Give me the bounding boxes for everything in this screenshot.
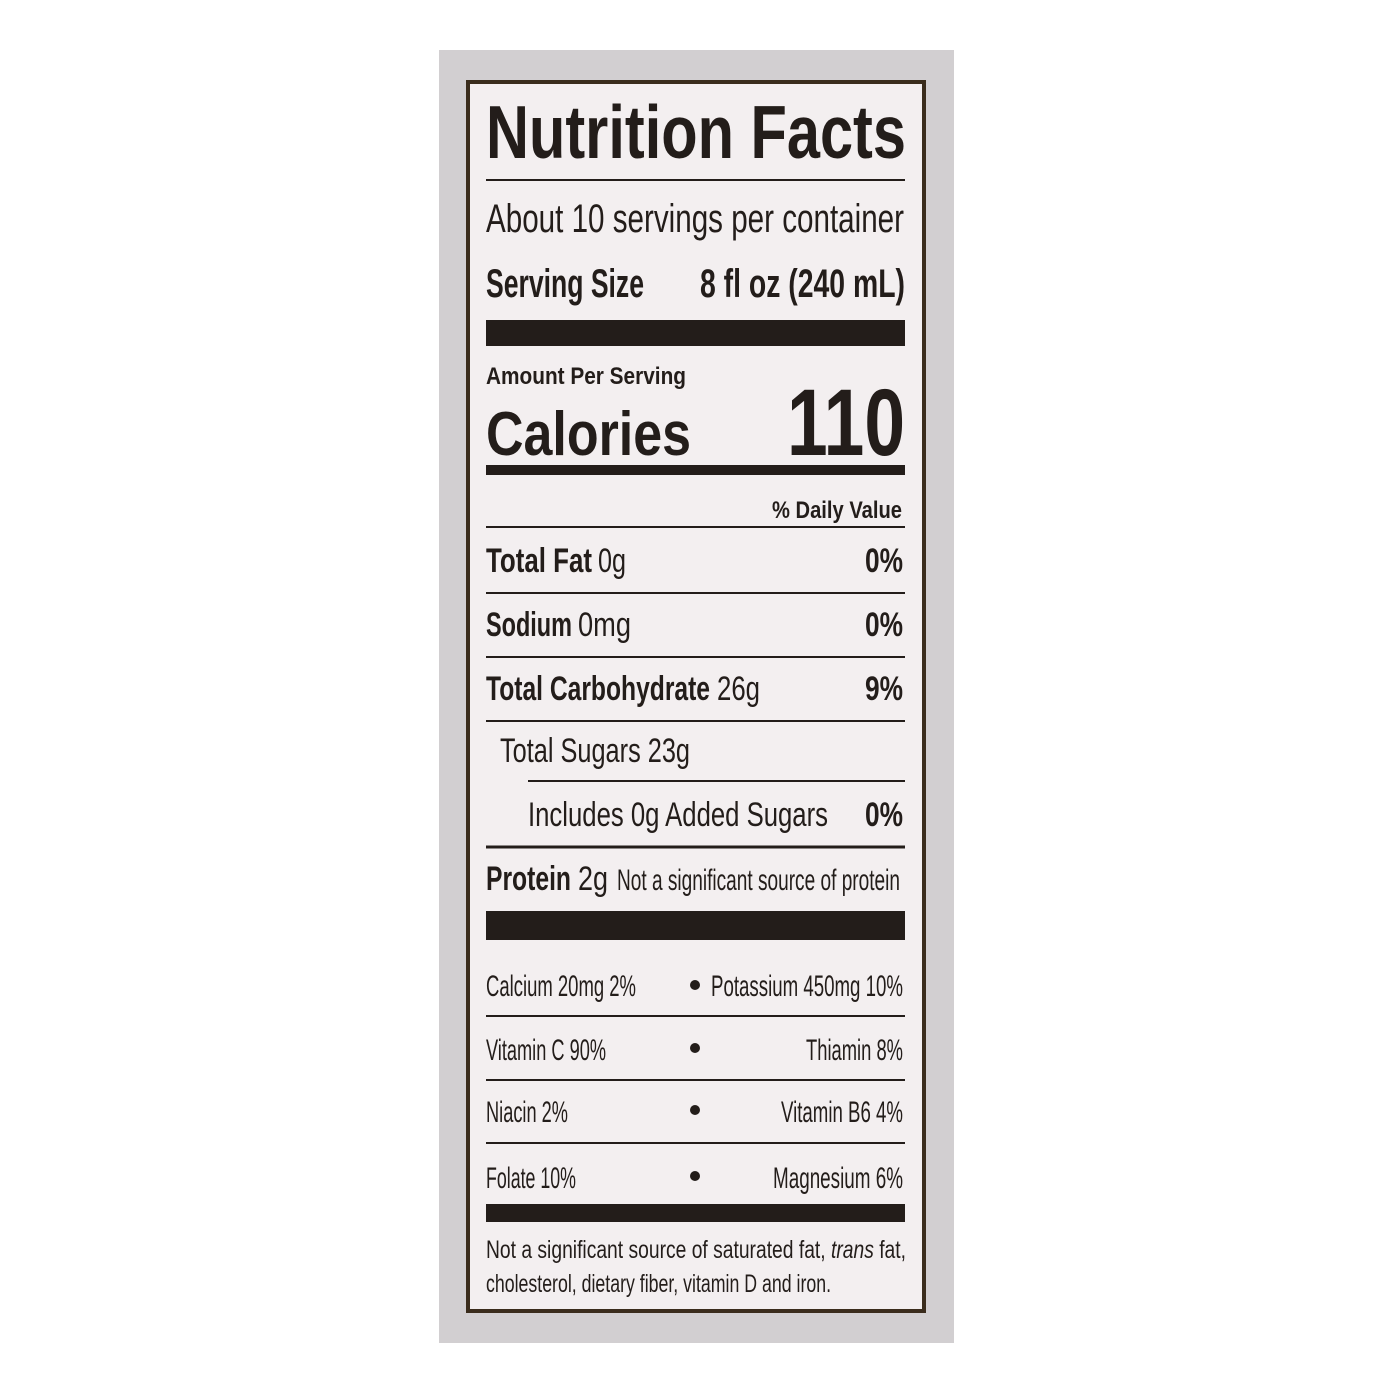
nutrient-name: Total Fat <box>486 542 592 580</box>
footnote-line: cholesterol, dietary fiber, vitamin D an… <box>486 1270 831 1298</box>
bullet <box>690 1171 700 1181</box>
micronutrient: Thiamin 8% <box>806 1034 903 1067</box>
bar <box>486 1204 905 1222</box>
nutrient-amount: 0g <box>598 542 626 580</box>
protein-name: Protein <box>486 860 571 898</box>
bar <box>486 465 905 475</box>
footnote-line: Not a significant source of saturated fa… <box>486 1236 906 1264</box>
micronutrient: Vitamin C 90% <box>486 1034 606 1067</box>
nutrient-name: Sodium <box>486 606 572 644</box>
nutrient-amount: 0mg <box>578 606 631 644</box>
total-sugars: Total Sugars 23g <box>500 732 690 770</box>
micronutrient: Folate 10% <box>486 1162 576 1195</box>
calories-label: Calories <box>486 400 691 469</box>
added-sugars: Includes 0g Added Sugars <box>528 796 828 834</box>
micronutrient: Vitamin B6 4% <box>781 1096 903 1129</box>
bullet <box>690 980 700 990</box>
protein-amount: 2g <box>578 860 608 898</box>
micronutrient: Niacin 2% <box>486 1096 568 1129</box>
nutrient-dv: 9% <box>865 670 903 708</box>
protein-note: Not a significant source of protein <box>617 864 900 897</box>
servings: About 10 servings per container <box>486 197 904 241</box>
nutrient-dv: 0% <box>865 606 903 644</box>
nutrient-name: Total Carbohydrate <box>486 670 710 708</box>
micronutrient: Calcium 20mg 2% <box>486 970 636 1003</box>
nutrient-dv: 0% <box>865 542 903 580</box>
footnote-text: Not a significant source of saturated fa… <box>486 1236 831 1264</box>
serving-size-label: Serving Size <box>486 262 644 306</box>
bar <box>486 320 905 346</box>
daily-value-header: % Daily Value <box>772 497 902 524</box>
serving-size-value: 8 fl oz (240 mL) <box>700 262 905 306</box>
micronutrient: Magnesium 6% <box>773 1162 903 1195</box>
calories-value: 110 <box>787 370 905 476</box>
nutrient-amount: 26g <box>717 670 760 708</box>
amount-per-serving: Amount Per Serving <box>486 363 686 390</box>
bullet <box>690 1043 700 1053</box>
footnote-italic: trans <box>831 1236 874 1264</box>
bullet <box>690 1105 700 1115</box>
added-sugars-dv: 0% <box>865 796 903 834</box>
bar <box>486 911 905 940</box>
micronutrient: Potassium 450mg 10% <box>711 970 903 1003</box>
footnote-text: fat, <box>874 1236 906 1264</box>
title: Nutrition Facts <box>486 90 906 174</box>
